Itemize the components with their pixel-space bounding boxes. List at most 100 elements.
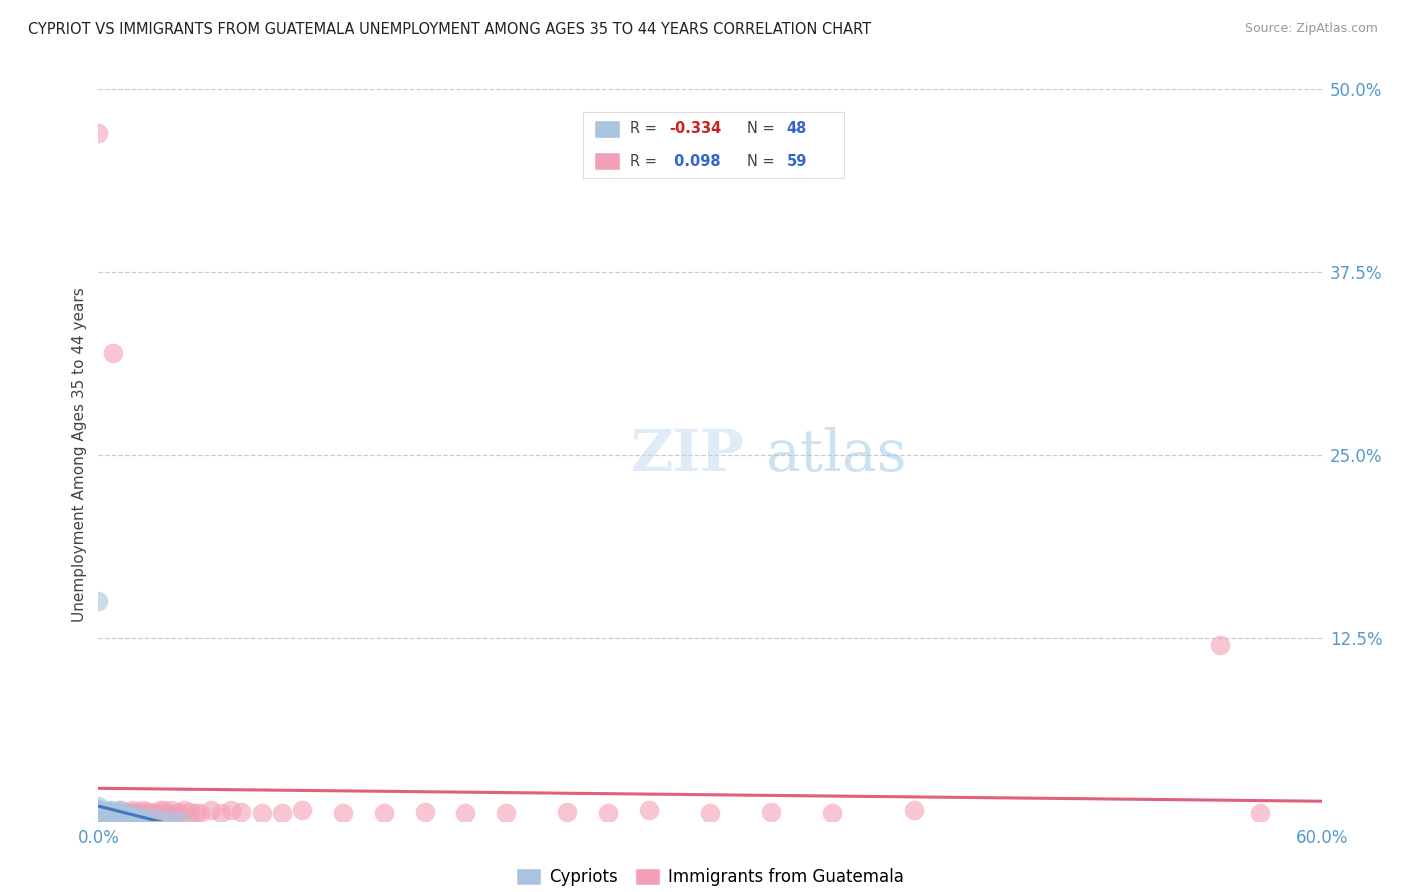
Point (115, 805, 138, 819)
Point (97, 806, 120, 821)
Point (699, 806, 721, 821)
Text: atlas: atlas (765, 427, 907, 483)
Point (108, 806, 131, 821)
Point (93, 806, 115, 821)
Point (122, 809, 145, 823)
Point (101, 806, 124, 821)
Point (1249, 806, 1271, 821)
Bar (593, 152, 620, 170)
Point (87, 814, 110, 828)
Point (97, 805, 120, 819)
Point (761, 805, 783, 819)
Point (87, 809, 110, 823)
Point (87, 814, 110, 828)
Point (87, 804, 110, 818)
Point (149, 804, 172, 818)
Point (100, 806, 122, 821)
Point (104, 806, 127, 821)
Point (413, 805, 436, 819)
Point (87, 806, 110, 821)
Point (111, 807, 134, 822)
Point (110, 806, 132, 821)
Point (87, 805, 110, 819)
Point (87, 809, 110, 823)
Text: R =: R = (630, 121, 662, 136)
Point (120, 806, 142, 821)
Point (173, 804, 195, 818)
Point (127, 806, 149, 821)
Point (87, 802, 110, 816)
Point (101, 805, 124, 819)
Point (120, 809, 142, 823)
Point (97, 806, 120, 821)
Point (231, 805, 253, 819)
Point (87, 126, 110, 140)
Text: R =: R = (630, 153, 662, 169)
Point (821, 806, 844, 821)
Point (209, 806, 232, 821)
Point (108, 804, 131, 818)
Point (149, 812, 172, 826)
Text: ZIP: ZIP (630, 427, 744, 483)
Text: 0.098: 0.098 (669, 153, 721, 169)
Point (152, 804, 174, 818)
Legend: Cypriots, Immigrants from Guatemala: Cypriots, Immigrants from Guatemala (509, 862, 911, 892)
Point (637, 804, 661, 818)
Text: Source: ZipAtlas.com: Source: ZipAtlas.com (1244, 22, 1378, 36)
Point (186, 806, 208, 821)
Point (1209, 638, 1232, 652)
Point (101, 806, 124, 821)
Text: -0.334: -0.334 (669, 121, 721, 136)
Point (87, 806, 110, 821)
Point (128, 811, 150, 825)
Point (179, 805, 201, 819)
Point (250, 806, 273, 821)
Point (219, 804, 242, 818)
Point (101, 345, 124, 359)
Point (128, 805, 150, 819)
Point (97, 805, 120, 819)
Point (87, 807, 110, 822)
Point (332, 806, 354, 821)
Point (108, 806, 131, 821)
Point (87, 594, 110, 608)
Point (160, 804, 183, 818)
Point (87, 799, 110, 814)
Point (159, 814, 181, 828)
Point (903, 804, 925, 818)
Text: 48: 48 (786, 121, 807, 136)
Point (114, 806, 136, 821)
Point (105, 806, 128, 821)
Point (138, 811, 160, 825)
Point (132, 811, 155, 825)
Point (156, 806, 179, 821)
Point (105, 805, 128, 819)
Point (200, 804, 222, 818)
Text: N =: N = (748, 153, 779, 169)
Point (169, 806, 191, 821)
Point (124, 809, 146, 823)
Point (141, 805, 163, 819)
Point (270, 806, 294, 821)
Point (291, 804, 314, 818)
Bar (593, 120, 620, 138)
Point (118, 806, 141, 821)
Point (104, 806, 127, 821)
Point (111, 806, 134, 821)
Point (96, 804, 118, 818)
Point (165, 806, 187, 821)
Text: CYPRIOT VS IMMIGRANTS FROM GUATEMALA UNEMPLOYMENT AMONG AGES 35 TO 44 YEARS CORR: CYPRIOT VS IMMIGRANTS FROM GUATEMALA UNE… (28, 22, 872, 37)
Point (169, 814, 191, 828)
Point (87, 804, 110, 818)
Point (495, 806, 517, 821)
Point (145, 806, 167, 821)
Point (454, 806, 477, 821)
Point (188, 806, 212, 821)
Point (598, 806, 620, 821)
Point (87, 814, 110, 828)
Text: 59: 59 (786, 153, 807, 169)
Point (96, 806, 118, 821)
Text: N =: N = (748, 121, 779, 136)
Point (136, 805, 159, 819)
Point (132, 804, 155, 818)
